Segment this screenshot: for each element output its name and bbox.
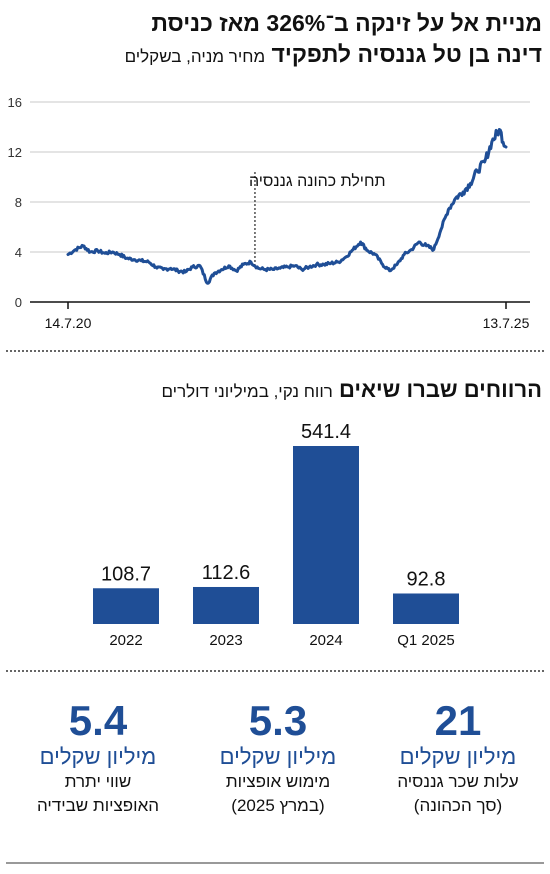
stat-description: שווי יתרת <box>64 772 132 791</box>
line-chart-annotation-group: תחילת כהונה גננסיה <box>249 172 386 265</box>
stat-salary-cost: 21 מיליון שקלים עלות שכר גננסיה (סך הכהו… <box>378 698 538 818</box>
chart-title-second-line: דינה בן טל גננסיה לתפקיד <box>271 41 542 67</box>
y-tick-label: 12 <box>8 145 22 160</box>
bar-chart-title: הרווחים שברו שיאים <box>338 377 542 402</box>
y-tick-label: 0 <box>15 295 22 310</box>
bar-value-label: 112.6 <box>202 562 251 584</box>
y-tick-label: 4 <box>15 245 22 260</box>
bar-category-label: 2023 <box>209 632 242 649</box>
bar-category-label: 2022 <box>109 632 142 649</box>
bar-category-label: 2024 <box>309 632 342 649</box>
stat-description: מימוש אופציות <box>225 772 331 791</box>
net-profit-bar-chart: 108.7 2022 112.6 2023 541.4 2024 92.8 Q1 2025 <box>93 421 459 649</box>
stat-description-note: (סך הכהונה) <box>413 796 503 815</box>
stock-price-line-chart: 0 4 8 12 16 תחילת כהונה גננסיה 14.7.20 13.7.2… <box>8 95 530 331</box>
bar-value-label: 92.8 <box>407 568 446 590</box>
bar-value-label: 108.7 <box>101 563 151 585</box>
y-tick-label: 8 <box>15 195 22 210</box>
line-chart-y-ticks: 0 4 8 12 16 <box>8 95 22 310</box>
chart-title-line2: דינה בן טל גננסיה לתפקיד מחיר מניה, בשקל… <box>8 40 542 71</box>
stat-options-remaining: 5.4 מיליון שקלים שווי יתרת האופציות שביד… <box>18 698 178 818</box>
bar-category-label: Q1 2025 <box>397 632 455 649</box>
bar <box>293 446 359 624</box>
bar <box>393 593 459 624</box>
line-chart-grid <box>30 101 530 253</box>
stat-description-note: (במרץ 2025) <box>231 796 325 815</box>
x-tick-label: 14.7.20 <box>45 315 92 331</box>
bar-chart-subtitle: רווח נקי, במיליוני דולרים <box>161 382 333 401</box>
bar-value-label: 541.4 <box>301 421 351 443</box>
chart-subtitle: מחיר מניה, בשקלים <box>124 47 266 66</box>
section-divider-2 <box>6 670 544 672</box>
annotation-label: תחילת כהונה גננסיה <box>249 172 386 190</box>
bar <box>93 588 159 624</box>
x-tick-label: 13.7.25 <box>483 315 530 331</box>
bottom-rule <box>6 862 544 864</box>
stat-value: 5.4 <box>68 697 128 744</box>
section-divider <box>6 350 544 352</box>
y-tick-label: 16 <box>8 95 22 110</box>
stock-price-series-line <box>66 128 508 285</box>
stat-description-note: האופציות שבידיה <box>36 796 160 815</box>
stat-unit: מיליון שקלים <box>39 744 157 769</box>
stat-unit: מיליון שקלים <box>219 744 337 769</box>
profits-section-title: הרווחים שברו שיאים רווח נקי, במיליוני דו… <box>8 377 542 405</box>
stat-description: עלות שכר גננסיה <box>397 772 519 791</box>
stat-value: 21 <box>434 697 482 744</box>
stat-value: 5.3 <box>248 697 308 744</box>
stat-unit: מיליון שקלים <box>399 744 517 769</box>
stat-options-exercise: 5.3 מיליון שקלים מימוש אופציות (במרץ 202… <box>198 698 358 818</box>
line-chart-x-axis: 14.7.20 13.7.25 <box>30 301 530 331</box>
bar <box>193 586 259 624</box>
chart-title: מניית אל על זינקה ב־326% מאז כניסת <box>151 10 542 36</box>
